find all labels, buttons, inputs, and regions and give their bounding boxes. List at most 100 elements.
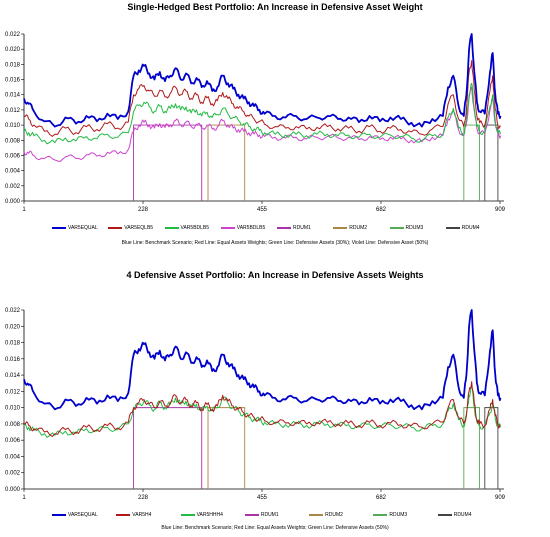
series-line-var5eqlb5: [23, 60, 501, 137]
legend-label: VAR5EQUAL: [68, 225, 98, 231]
legend-label: VAR5EQLB5: [124, 225, 154, 231]
legend-item: VAR5EQUAL: [52, 511, 98, 520]
legend-swatch: [309, 513, 324, 516]
legend-label: RDUM3: [389, 512, 408, 518]
legend-swatch: [164, 226, 179, 229]
legend-item: RDUM4: [437, 511, 472, 520]
chart-title: 4 Defensive Asset Portfolio: An Increase…: [126, 270, 424, 280]
chart-title: Single-Hedged Best Portfolio: An Increas…: [127, 2, 423, 12]
legend-swatch: [52, 226, 66, 229]
y-tick-label: 0.006: [5, 438, 21, 444]
series-line-var5h4: [23, 381, 501, 437]
y-tick-label: 0.022: [5, 308, 21, 314]
y-tick-label: 0.002: [5, 184, 21, 190]
y-tick-label: 0.010: [5, 406, 21, 412]
legend-item: VAR5BDLB5: [220, 224, 266, 233]
legend-swatch: [437, 513, 452, 516]
legend-swatch: [277, 226, 291, 229]
legend-swatch: [180, 513, 195, 516]
y-tick-label: 0.012: [5, 108, 21, 114]
chart-panel-bottom: 4 Defensive Asset Portfolio: An Increase…: [0, 268, 550, 537]
x-tick-label: 455: [257, 207, 268, 213]
legend-swatch: [333, 226, 348, 229]
legend-swatch: [220, 226, 235, 229]
series-line-var5equal: [23, 309, 502, 411]
y-tick-label: 0.002: [5, 471, 21, 477]
legend-item: VAR5H4: [116, 511, 151, 520]
legend-label: RDUM1: [260, 512, 279, 518]
legend-item: RDUM4: [445, 224, 480, 233]
legend-item: VAR5EQLB5: [108, 224, 153, 233]
dummy-line-rdum4: [484, 407, 499, 489]
y-tick-label: 0.008: [5, 138, 21, 144]
legend-item: RDUM1: [277, 224, 311, 233]
y-tick-label: 0.020: [5, 324, 21, 330]
legend-swatch: [52, 513, 66, 516]
y-tick-label: 0.016: [5, 78, 21, 84]
x-tick-label: 1: [22, 495, 26, 501]
legend-swatch: [108, 226, 123, 229]
legend-swatch: [244, 513, 259, 516]
legend-label: RDUM4: [453, 512, 472, 518]
legend-item: RDUM3: [389, 224, 424, 233]
dummy-line-rdum2: [207, 124, 246, 201]
legend-swatch: [445, 226, 460, 229]
y-tick-label: 0.008: [5, 422, 21, 428]
y-tick-label: 0.010: [5, 123, 21, 129]
y-tick-label: 0.014: [5, 373, 21, 379]
legend-label: VAR5BDLB5: [236, 225, 266, 231]
y-tick-label: 0.018: [5, 341, 21, 347]
legend-swatch: [116, 513, 131, 516]
legend-label: VAR5HHH4: [196, 512, 223, 518]
y-tick-label: 0.018: [5, 62, 21, 68]
x-tick-label: 228: [138, 495, 149, 501]
dummy-line-rdum3: [463, 407, 481, 489]
x-tick-label: 909: [495, 495, 506, 501]
y-tick-label: 0.020: [5, 47, 21, 53]
x-tick-label: 228: [138, 207, 149, 213]
x-tick-label: 455: [257, 495, 268, 501]
legend-item: VAR5BDLB5: [164, 224, 209, 233]
y-tick-label: 0.000: [5, 487, 21, 493]
legend-label: RDUM3: [405, 225, 424, 231]
dummy-line-rdum4: [484, 124, 499, 201]
chart-legend: VAR5EQUAL VAR5EQLB5 VAR5BDLB5 VAR5BDLB5 RDUM…: [52, 224, 502, 233]
chart-plot-bottom: 0.000 0.002 0.004 0.006 0.008 0.010 0.012 0.014…: [5, 308, 506, 501]
legend-label: VAR5EQUAL: [68, 512, 98, 518]
series-line-var5bdlb5: [23, 86, 501, 162]
legend-item: VAR5EQUAL: [52, 224, 98, 233]
legend-item: RDUM2: [309, 511, 343, 520]
series-line-var5bdlb5: [23, 82, 501, 145]
chart-panel-top: Single-Hedged Best Portfolio: An Increas…: [0, 0, 550, 268]
dummy-line-rdum2: [207, 407, 246, 489]
y-tick-label: 0.006: [5, 153, 21, 159]
legend-item: RDUM3: [373, 511, 407, 520]
legend-item: RDUM1: [244, 511, 279, 520]
legend-label: RDUM2: [349, 225, 368, 231]
legend-item: RDUM2: [333, 224, 367, 233]
x-tick-label: 909: [495, 207, 506, 213]
dummy-line-rdum3: [463, 124, 481, 201]
chart-plot-top: 0.000 0.002 0.004 0.006 0.008 0.010 0.012 0.014…: [5, 32, 506, 213]
y-tick-label: 0.000: [5, 199, 21, 205]
x-tick-label: 682: [376, 207, 387, 213]
y-tick-label: 0.004: [5, 169, 21, 175]
legend-label: RDUM2: [325, 512, 343, 518]
y-tick-label: 0.022: [5, 32, 21, 38]
x-tick-label: 682: [376, 495, 387, 501]
y-tick-label: 0.016: [5, 357, 21, 363]
chart-legend: VAR5EQUAL VAR5H4 VAR5HHH4 RDUM1 RDUM2 RDUM3 RD…: [52, 511, 502, 520]
legend-label: RDUM1: [293, 225, 311, 231]
y-tick-label: 0.012: [5, 389, 21, 395]
legend-label: RDUM4: [461, 225, 480, 231]
legend-label: VAR5H4: [132, 512, 152, 518]
dummy-line-rdum1: [133, 407, 203, 489]
series-line-var5equal: [23, 33, 502, 128]
dummy-line-rdum1: [133, 124, 203, 201]
y-tick-label: 0.004: [5, 454, 21, 460]
x-tick-label: 1: [22, 207, 26, 213]
y-tick-label: 0.014: [5, 93, 21, 99]
legend-swatch: [373, 513, 388, 516]
legend-swatch: [389, 226, 404, 229]
chart-caption: Blue Line: Benchmark Scenario; Red Line:…: [161, 525, 389, 531]
